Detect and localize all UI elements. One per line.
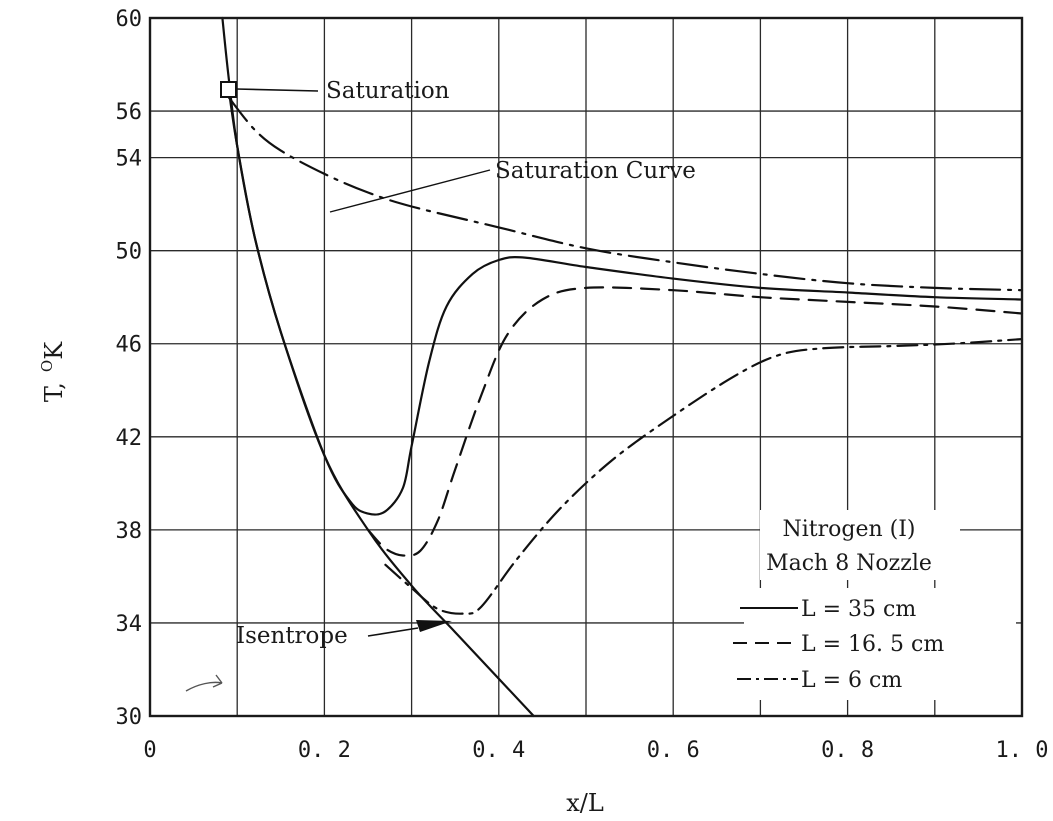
x-tick-label-3: 0. 6	[647, 738, 700, 763]
x-tick-label-2: 0. 4	[472, 738, 525, 763]
y-tick-label-2: 38	[116, 519, 143, 544]
y-axis-label-unit: K	[40, 341, 68, 360]
y-tick-label-6: 54	[116, 147, 143, 172]
svg-text:T,OK: T, OK	[38, 341, 68, 402]
series-line-2	[227, 86, 1024, 516]
legend-title-bg	[760, 510, 960, 580]
saturation-point-leader	[235, 88, 319, 92]
series-line-4	[384, 338, 1024, 615]
plot-area-border	[148, 16, 1024, 718]
x-tick-label-5: 1. 0	[996, 738, 1049, 763]
y-tick-label-1: 34	[116, 612, 143, 637]
tick-labels: 0 0. 2 0. 4 0. 6 0. 8 1. 0 30 34 38 42 46 50 54 56 60	[116, 7, 1049, 763]
x-tick-label-0: 0	[143, 738, 156, 763]
annotations: Saturation Saturation Curve Isentrope	[185, 78, 696, 692]
isentrope-label: Isentrope	[236, 623, 348, 649]
series-line-0	[221, 16, 535, 718]
legend-title-line-2: Mach 8 Nozzle	[766, 551, 932, 576]
y-tick-label-8: 60	[116, 7, 143, 32]
legend-title-line-1: Nitrogen (I)	[782, 517, 915, 542]
legend-entry-1: L = 35 cm	[801, 597, 916, 622]
saturation-curve-label: Saturation Curve	[495, 158, 696, 184]
plot-frame	[148, 16, 1024, 718]
saturation-curve-leader	[329, 169, 491, 213]
y-tick-label-3: 42	[116, 426, 143, 451]
legend-entry-2: L = 16. 5 cm	[801, 632, 944, 657]
series-line-3	[366, 286, 1024, 557]
saturation-point-label: Saturation	[326, 78, 450, 104]
series-line-1	[227, 96, 1024, 292]
y-tick-label-0: 30	[116, 705, 143, 730]
y-axis-label: T, OK	[38, 341, 68, 402]
isentrope-leader-arrowhead	[416, 620, 452, 632]
y-axis-label-superscript: O	[38, 360, 56, 372]
y-tick-label-5: 50	[116, 240, 143, 265]
saturation-point-marker	[220, 81, 237, 98]
stray-mark-icon	[185, 674, 223, 692]
isentrope-leader	[367, 627, 419, 637]
y-tick-label-7: 56	[116, 100, 143, 125]
legend-entry-3: L = 6 cm	[801, 668, 902, 693]
y-axis-label-main: T,	[40, 382, 68, 402]
x-axis-label: x/L	[566, 789, 604, 817]
series-layer	[221, 16, 1024, 718]
y-tick-label-4: 46	[116, 333, 143, 358]
x-tick-label-4: 0. 8	[821, 738, 874, 763]
legend: Nitrogen (I) Mach 8 Nozzle L = 35 cm L =…	[733, 510, 1016, 700]
x-tick-label-1: 0. 2	[298, 738, 351, 763]
